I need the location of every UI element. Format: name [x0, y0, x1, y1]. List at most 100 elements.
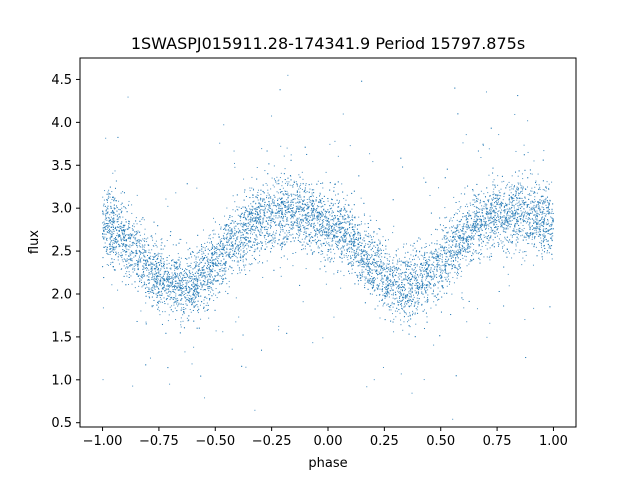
data-point — [518, 209, 520, 211]
data-point — [494, 218, 496, 220]
data-point — [473, 220, 475, 222]
data-point — [386, 278, 388, 280]
data-point — [377, 246, 379, 248]
data-point — [241, 237, 243, 239]
data-point — [163, 278, 165, 280]
data-point — [102, 226, 104, 228]
data-point — [122, 232, 124, 234]
data-point — [342, 245, 344, 247]
data-point — [489, 213, 491, 215]
data-point — [491, 198, 493, 200]
data-point — [146, 264, 147, 266]
data-point — [141, 218, 143, 220]
data-point — [151, 291, 153, 293]
data-point — [517, 189, 519, 191]
data-point — [337, 240, 339, 242]
data-point — [454, 267, 456, 269]
data-point — [208, 317, 210, 319]
data-point — [478, 207, 480, 209]
data-point — [143, 246, 145, 248]
data-point — [286, 241, 288, 243]
data-point — [135, 243, 137, 245]
data-point — [542, 213, 544, 215]
data-point — [281, 207, 283, 209]
data-point — [420, 288, 422, 290]
data-point — [153, 274, 155, 276]
data-point — [352, 248, 354, 250]
data-point — [236, 231, 238, 233]
data-point — [391, 269, 393, 271]
data-point — [377, 284, 379, 286]
data-point — [271, 220, 273, 222]
data-point — [250, 211, 252, 213]
data-point — [322, 337, 324, 339]
data-point — [517, 187, 519, 189]
data-point — [156, 292, 158, 294]
data-point — [103, 224, 105, 226]
data-point — [133, 263, 135, 265]
data-point — [254, 248, 256, 250]
data-point — [442, 225, 444, 227]
data-point — [532, 234, 534, 236]
data-point — [507, 220, 509, 222]
data-point — [520, 222, 522, 224]
data-point — [400, 293, 402, 295]
data-point — [325, 219, 327, 221]
data-point — [467, 247, 469, 249]
data-point — [511, 188, 513, 190]
data-point — [464, 255, 466, 257]
data-point — [354, 238, 356, 240]
data-point — [314, 239, 316, 241]
data-point — [540, 218, 542, 220]
data-point — [311, 213, 313, 215]
data-point — [527, 220, 529, 222]
data-point — [175, 301, 177, 303]
data-point — [525, 217, 527, 219]
data-point — [173, 287, 175, 289]
data-point — [322, 232, 324, 234]
data-point — [533, 220, 535, 222]
data-point — [148, 279, 150, 281]
data-point — [253, 219, 255, 221]
data-point — [163, 278, 165, 280]
data-point — [487, 217, 489, 219]
data-point — [487, 211, 489, 213]
data-point — [328, 212, 330, 214]
data-point — [349, 211, 351, 213]
data-point — [133, 256, 135, 258]
data-point — [129, 246, 131, 248]
data-point — [341, 236, 343, 238]
data-point — [190, 295, 192, 297]
data-point — [269, 234, 271, 236]
data-point — [228, 228, 230, 230]
data-point — [524, 260, 526, 262]
data-point — [507, 222, 509, 224]
data-point — [472, 226, 474, 228]
data-point — [488, 228, 490, 230]
data-point — [523, 144, 525, 146]
data-point — [278, 212, 280, 214]
data-point — [350, 243, 352, 245]
data-point — [128, 249, 130, 251]
data-point — [207, 282, 209, 284]
data-point — [104, 236, 106, 238]
data-point — [488, 148, 490, 150]
data-point — [506, 218, 508, 220]
data-point — [107, 216, 109, 218]
data-point — [363, 271, 365, 273]
data-point — [424, 287, 426, 289]
data-point — [154, 273, 156, 275]
data-point — [472, 190, 474, 192]
data-point — [206, 283, 208, 285]
data-point — [513, 253, 515, 255]
data-point — [347, 259, 349, 261]
data-point — [478, 216, 480, 218]
data-point — [323, 208, 325, 210]
data-point — [370, 284, 372, 286]
data-point — [132, 271, 134, 273]
data-point — [317, 219, 319, 221]
data-point — [244, 269, 246, 271]
data-point — [457, 274, 459, 276]
data-point — [160, 273, 162, 275]
data-point — [548, 204, 550, 206]
